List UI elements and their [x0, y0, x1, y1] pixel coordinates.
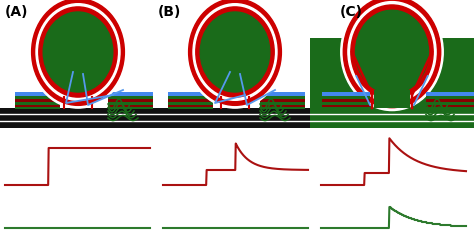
FancyBboxPatch shape [322, 91, 370, 96]
Ellipse shape [348, 2, 436, 102]
FancyBboxPatch shape [15, 91, 60, 96]
Text: (A): (A) [5, 5, 28, 19]
FancyBboxPatch shape [108, 105, 153, 106]
FancyBboxPatch shape [310, 38, 474, 128]
FancyBboxPatch shape [322, 101, 370, 105]
FancyBboxPatch shape [168, 106, 213, 109]
FancyBboxPatch shape [168, 91, 213, 96]
FancyBboxPatch shape [322, 96, 370, 99]
FancyBboxPatch shape [260, 91, 305, 96]
Text: (B): (B) [158, 5, 182, 19]
FancyBboxPatch shape [168, 99, 213, 101]
FancyBboxPatch shape [108, 101, 153, 105]
FancyBboxPatch shape [108, 96, 153, 99]
Ellipse shape [32, 0, 124, 105]
Ellipse shape [343, 0, 441, 108]
FancyBboxPatch shape [322, 106, 370, 109]
FancyBboxPatch shape [168, 96, 213, 99]
FancyBboxPatch shape [426, 99, 474, 101]
Ellipse shape [186, 0, 284, 108]
FancyBboxPatch shape [260, 101, 305, 105]
Ellipse shape [196, 7, 274, 97]
FancyBboxPatch shape [260, 106, 305, 109]
FancyBboxPatch shape [15, 96, 60, 99]
FancyBboxPatch shape [260, 96, 305, 99]
Ellipse shape [200, 12, 270, 92]
FancyBboxPatch shape [168, 101, 213, 105]
FancyBboxPatch shape [426, 96, 474, 99]
FancyBboxPatch shape [0, 108, 474, 128]
FancyBboxPatch shape [15, 105, 60, 106]
FancyBboxPatch shape [260, 105, 305, 106]
FancyBboxPatch shape [108, 106, 153, 109]
Ellipse shape [36, 4, 120, 100]
Ellipse shape [43, 12, 113, 92]
FancyBboxPatch shape [108, 99, 153, 101]
FancyBboxPatch shape [374, 90, 410, 108]
FancyBboxPatch shape [322, 99, 370, 101]
FancyBboxPatch shape [15, 99, 60, 101]
FancyBboxPatch shape [108, 91, 153, 96]
FancyBboxPatch shape [168, 105, 213, 106]
Ellipse shape [39, 7, 117, 97]
Ellipse shape [29, 0, 127, 108]
Ellipse shape [341, 0, 443, 110]
FancyBboxPatch shape [15, 101, 60, 105]
Ellipse shape [356, 10, 428, 94]
Ellipse shape [193, 4, 277, 100]
Ellipse shape [351, 5, 433, 99]
FancyBboxPatch shape [15, 106, 60, 109]
Ellipse shape [189, 0, 282, 105]
FancyBboxPatch shape [426, 91, 474, 96]
FancyBboxPatch shape [426, 101, 474, 105]
FancyBboxPatch shape [260, 99, 305, 101]
FancyBboxPatch shape [322, 105, 370, 106]
FancyBboxPatch shape [426, 105, 474, 106]
Text: (C): (C) [340, 5, 363, 19]
FancyBboxPatch shape [426, 106, 474, 109]
